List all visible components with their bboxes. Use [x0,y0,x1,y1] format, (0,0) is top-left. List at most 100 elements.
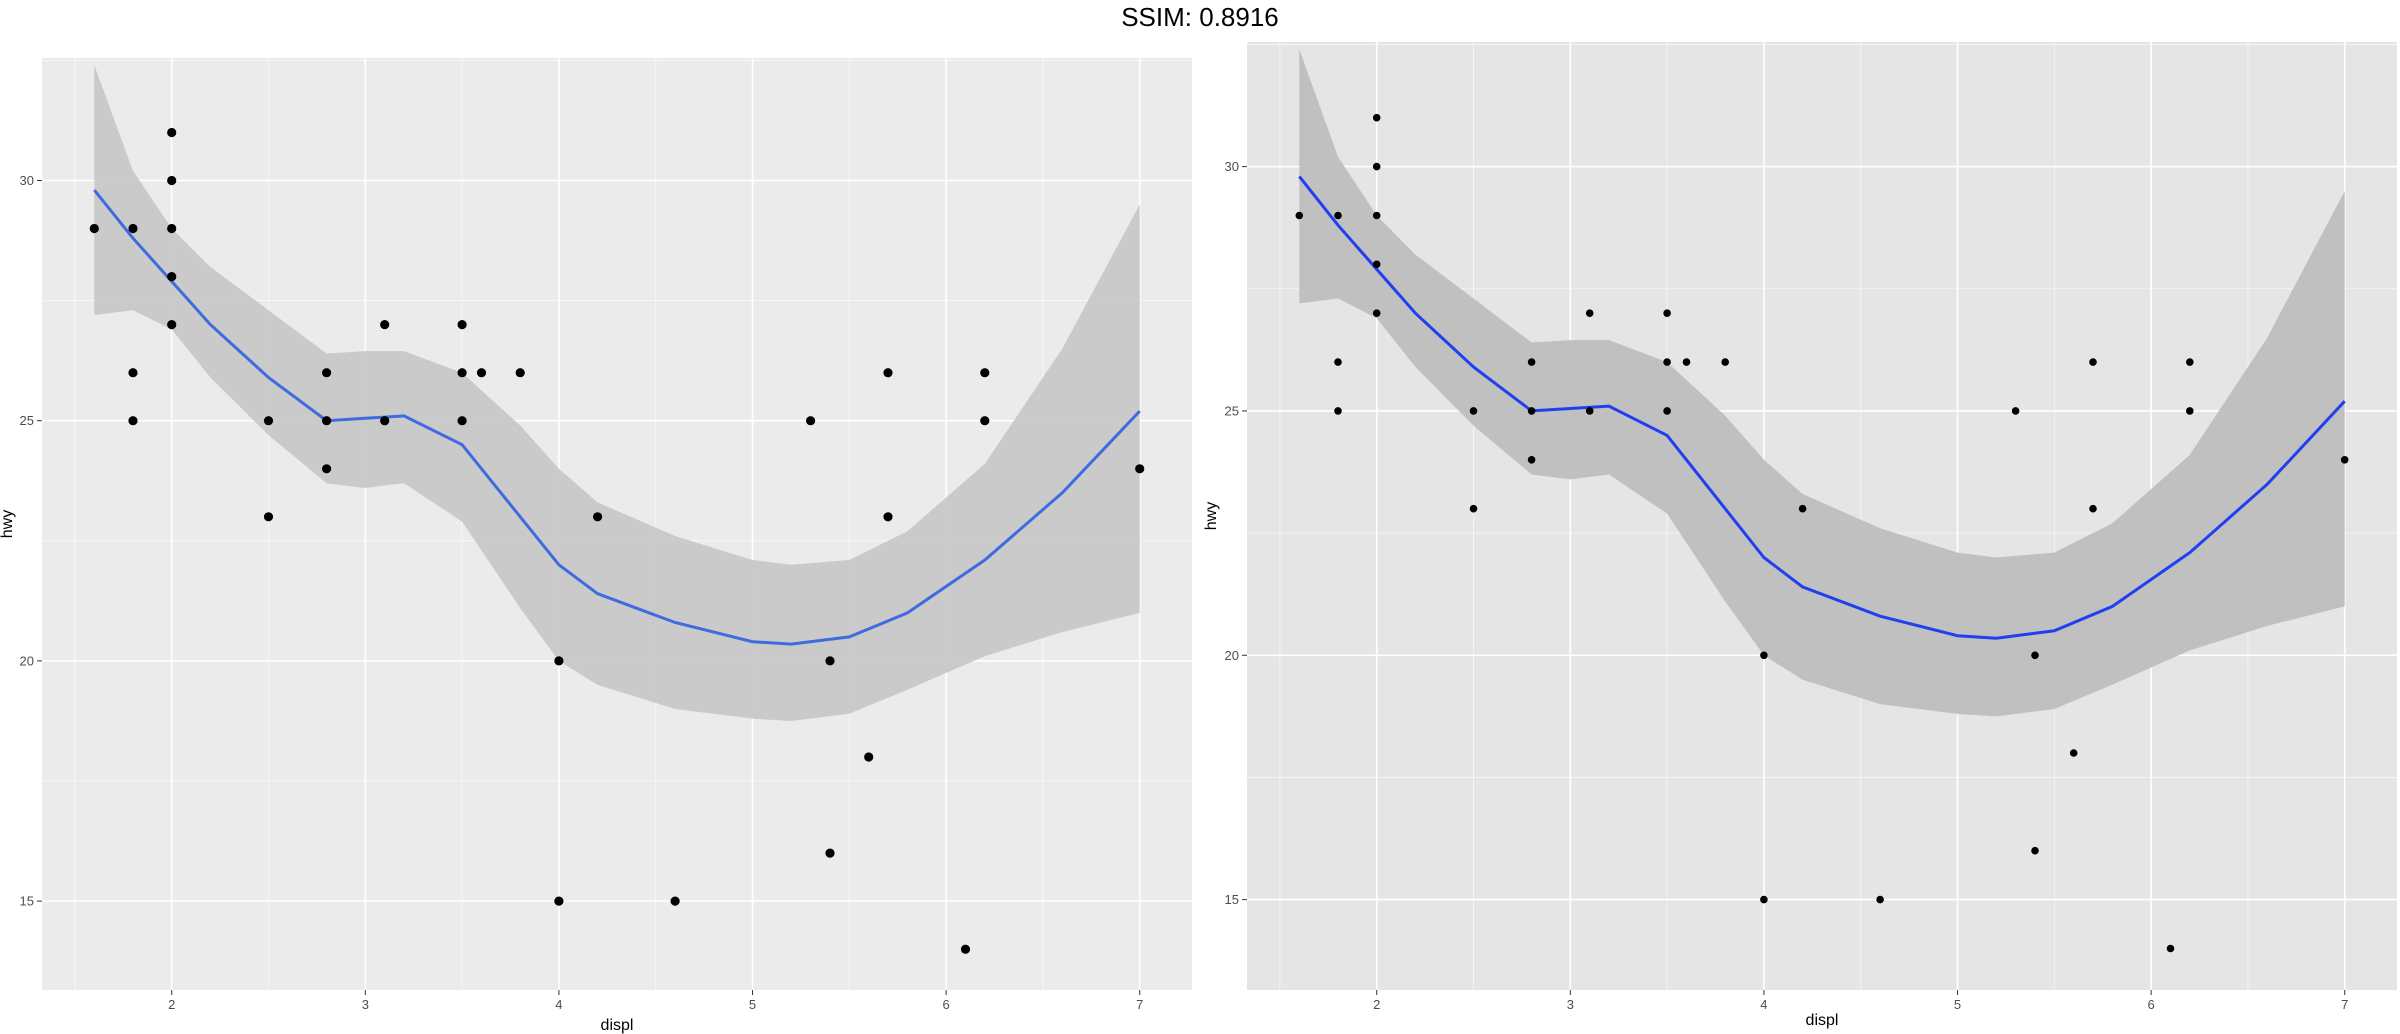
x-axis-label: displ [1806,1012,1839,1029]
page-title: SSIM: 0.8916 [1121,2,1279,32]
x-tick-label: 2 [168,997,175,1012]
x-tick-label: 5 [749,997,756,1012]
data-point [1760,895,1768,904]
data-point [322,464,332,474]
data-point [457,416,467,426]
x-tick-label: 7 [2341,997,2348,1012]
y-tick-label: 20 [1225,648,1239,663]
data-point [1798,504,1807,513]
confidence-band [1299,49,2345,717]
y-tick-label: 15 [1225,892,1239,907]
data-point [2031,651,2039,660]
data-point [2166,944,2175,953]
data-point [1663,309,1671,318]
data-point [1527,456,1536,464]
data-point [128,368,138,378]
data-point [1372,211,1381,220]
data-point [1663,358,1671,366]
y-axis-label: hwy [0,510,16,538]
data-point [825,656,835,666]
data-point [167,175,177,186]
data-point [1663,407,1671,415]
x-tick-label: 2 [1373,997,1380,1012]
chart-right: 2 3 4 5 6 7 15 20 25 30 displ hwy [1203,42,2397,1029]
data-point [1721,358,1729,366]
data-point [457,320,467,330]
data-point [980,416,990,426]
data-point [1372,260,1381,269]
data-point [2340,456,2349,464]
data-point [263,416,274,426]
data-point [593,512,603,522]
data-point [2089,504,2097,513]
y-tick-label: 15 [20,894,34,909]
data-point [322,368,332,378]
data-point [883,512,893,522]
x-tick-label: 3 [1567,997,1574,1012]
data-point [670,896,680,906]
data-point [1372,309,1381,318]
data-point [1334,407,1342,415]
data-point [2186,358,2194,366]
smooth-line [1298,175,2346,640]
confidence-band [94,65,1140,721]
data-point [128,223,138,234]
data-point [263,512,274,522]
data-point [554,656,564,666]
y-tick-label: 30 [1225,159,1239,174]
data-point [883,368,893,378]
x-tick-label: 5 [1954,997,1961,1012]
data-point [2089,358,2097,366]
data-point [1135,464,1145,474]
chart-left: 2 3 4 5 6 7 15 20 25 30 displ hwy [0,58,1192,1034]
data-point [1585,309,1594,318]
data-point [1334,211,1342,220]
data-point [825,848,835,858]
data-point [1527,407,1536,415]
data-point [1469,407,1478,415]
x-tick-label: 7 [1136,997,1143,1012]
data-point [1760,651,1768,660]
data-point [1585,407,1594,415]
data-point [554,896,564,906]
x-axis-label: displ [601,1017,634,1034]
data-point [1334,358,1342,366]
data-point [980,368,990,378]
y-tick-label: 25 [1225,403,1239,418]
data-point [960,944,971,954]
data-point [2069,749,2078,757]
data-point [89,223,99,234]
x-tick-label: 6 [943,997,950,1012]
data-point [1372,113,1381,122]
data-point [1295,211,1304,220]
data-point [167,127,177,138]
data-point [2031,846,2039,855]
data-point [476,368,487,378]
data-point [515,368,525,378]
data-point [1469,504,1478,513]
y-tick-label: 30 [20,173,34,188]
x-tick-label: 4 [1760,997,1767,1012]
smooth-line [93,189,1141,646]
data-point [380,416,390,426]
data-point [1682,358,1691,366]
data-point [128,416,138,426]
data-point [2186,407,2194,415]
data-point [322,416,332,426]
x-tick-label: 3 [362,997,369,1012]
data-point [1372,162,1381,171]
data-point [1527,358,1536,366]
data-point [167,223,177,234]
x-tick-label: 4 [555,997,562,1012]
data-point [2011,407,2020,415]
data-point [380,320,390,330]
data-point [806,416,816,426]
x-tick-label: 6 [2148,997,2155,1012]
y-tick-label: 20 [20,653,34,668]
y-axis-label: hwy [1203,502,1220,530]
data-point [167,320,177,330]
data-point [457,368,467,378]
data-point [167,272,177,282]
data-point [1876,895,1884,904]
